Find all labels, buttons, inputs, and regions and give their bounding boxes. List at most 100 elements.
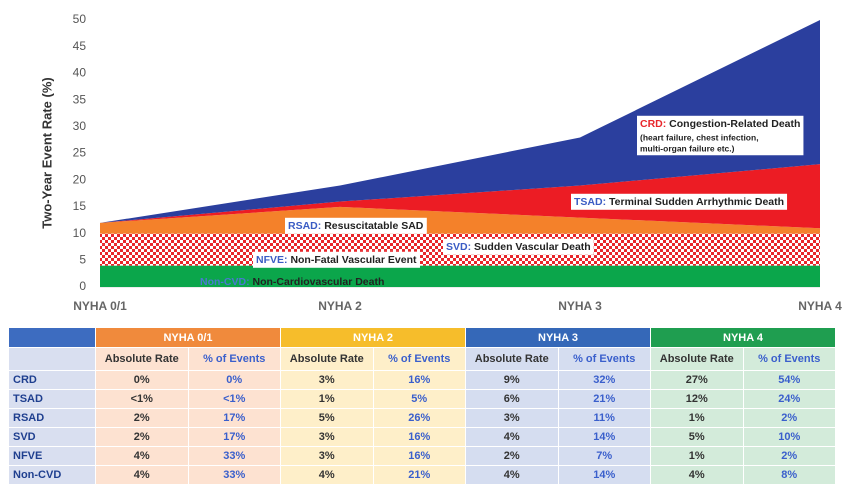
series-label: Non-Fatal Vascular Event — [290, 254, 417, 266]
table-cell: 4% — [466, 428, 558, 446]
table-cell: 21% — [558, 390, 650, 408]
series-label: Resuscitatable SAD — [324, 220, 424, 232]
table-cell: 3% — [466, 409, 558, 427]
y-tick-label: 35 — [73, 92, 87, 106]
subheader: % of Events — [558, 348, 650, 370]
annotation-text: SVD: Sudden Vascular Death — [446, 241, 591, 253]
annotation-note: multi-organ failure etc.) — [640, 143, 735, 153]
table-cell: 7% — [558, 447, 650, 465]
table-cell: 17% — [188, 428, 280, 446]
table-cell: 2% — [96, 428, 188, 446]
series-name: SVD — [446, 241, 468, 253]
y-tick-label: 45 — [73, 39, 87, 53]
row-label: TSAD — [9, 390, 95, 408]
subheader: Absolute Rate — [96, 348, 188, 370]
y-tick-label: 40 — [73, 66, 87, 80]
subheader: Absolute Rate — [466, 348, 558, 370]
table-cell: 5% — [281, 409, 373, 427]
data-row: NFVE 4% 33% 3% 16% 2% 7% 1% 2% — [9, 447, 835, 465]
table-cell: <1% — [96, 390, 188, 408]
series-name: Non-CVD — [200, 276, 246, 288]
table-cell: 16% — [373, 428, 465, 446]
table-cell: 11% — [558, 409, 650, 427]
table-cell: 14% — [558, 466, 650, 484]
y-tick-label: 25 — [73, 146, 87, 160]
table-cell: 9% — [466, 371, 558, 389]
annotation: Non-CVD: Non-Cardiovascular Death — [200, 276, 384, 288]
y-tick-label: 10 — [73, 226, 87, 240]
table-cell: 4% — [281, 466, 373, 484]
table-cell: 14% — [558, 428, 650, 446]
data-row: CRD 0% 0% 3% 16% 9% 32% 27% 54% — [9, 371, 835, 389]
table-cell: 4% — [96, 466, 188, 484]
corner-cell — [9, 328, 95, 347]
series-label: Terminal Sudden Arrhythmic Death — [609, 196, 784, 208]
annotation: TSAD: Terminal Sudden Arrhythmic Death — [571, 193, 788, 210]
row-label: Non-CVD — [9, 466, 95, 484]
table-cell: 0% — [96, 371, 188, 389]
table-cell: 2% — [743, 409, 835, 427]
table-cell: 26% — [373, 409, 465, 427]
x-tick-label: NYHA 4 — [798, 299, 842, 313]
subheader: % of Events — [188, 348, 280, 370]
data-row: RSAD 2% 17% 5% 26% 3% 11% 1% 2% — [9, 409, 835, 427]
series-name: RSAD — [288, 220, 318, 232]
table-cell: 4% — [651, 466, 743, 484]
subheader: Absolute Rate — [281, 348, 373, 370]
subheader: % of Events — [373, 348, 465, 370]
table-cell: 10% — [743, 428, 835, 446]
y-tick-label: 50 — [73, 12, 87, 26]
data-table: NYHA 0/1 NYHA 2 NYHA 3 NYHA 4 Absolute Rate%… — [8, 327, 836, 485]
table-cell: 5% — [373, 390, 465, 408]
table-cell: 12% — [651, 390, 743, 408]
y-tick-label: 5 — [79, 252, 86, 266]
subheader: % of Events — [743, 348, 835, 370]
group-header: NYHA 0/1 — [96, 328, 280, 347]
y-tick-label: 20 — [73, 172, 87, 186]
row-label: RSAD — [9, 409, 95, 427]
annotation-box — [285, 217, 427, 234]
table-cell: 24% — [743, 390, 835, 408]
annotation-box — [571, 193, 788, 210]
annotation-box — [637, 115, 804, 156]
group-header: NYHA 3 — [466, 328, 650, 347]
x-tick-label: NYHA 2 — [318, 299, 362, 313]
data-row: Non-CVD 4% 33% 4% 21% 4% 14% 4% 8% — [9, 466, 835, 484]
row-label: CRD — [9, 371, 95, 389]
table-cell: 27% — [651, 371, 743, 389]
table-cell: 33% — [188, 466, 280, 484]
subheader-row: Absolute Rate% of Events Absolute Rate% o… — [9, 348, 835, 370]
table-cell: 4% — [466, 466, 558, 484]
group-header: NYHA 2 — [281, 328, 465, 347]
table-cell: 1% — [651, 409, 743, 427]
y-tick-label: 30 — [73, 119, 87, 133]
area — [100, 265, 820, 287]
series-name: TSAD — [574, 196, 603, 208]
table-cell: 2% — [743, 447, 835, 465]
annotation: SVD: Sudden Vascular Death — [443, 238, 594, 255]
series-label: Non-Cardiovascular Death — [253, 276, 385, 288]
corner-cell — [9, 348, 95, 370]
subheader: Absolute Rate — [651, 348, 743, 370]
y-axis-label: Two-Year Event Rate (%) — [39, 77, 54, 228]
annotation-text: TSAD: Terminal Sudden Arrhythmic Death — [574, 196, 784, 208]
annotation-text: Non-CVD: Non-Cardiovascular Death — [200, 276, 384, 288]
series-name: CRD — [640, 118, 663, 130]
table-cell: 2% — [466, 447, 558, 465]
table-cell: 4% — [96, 447, 188, 465]
x-tick-label: NYHA 3 — [558, 299, 602, 313]
annotation: NFVE: Non-Fatal Vascular Event — [253, 251, 420, 268]
table-cell: 21% — [373, 466, 465, 484]
table-cell: 16% — [373, 447, 465, 465]
chart: Two-Year Event Rate (%) 0 5 10 15 20 25 30 35 40… — [39, 12, 842, 313]
area — [100, 20, 820, 223]
data-row: SVD 2% 17% 3% 16% 4% 14% 5% 10% — [9, 428, 835, 446]
area — [100, 206, 820, 234]
table-cell: 2% — [96, 409, 188, 427]
table-cell: 17% — [188, 409, 280, 427]
annotation: CRD: Congestion-Related Death (heart fail… — [637, 115, 804, 156]
table-cell: 1% — [281, 390, 373, 408]
series-name: NFVE — [256, 254, 284, 266]
table-cell: 54% — [743, 371, 835, 389]
annotation-text: RSAD: Resuscitatable SAD — [288, 220, 424, 232]
